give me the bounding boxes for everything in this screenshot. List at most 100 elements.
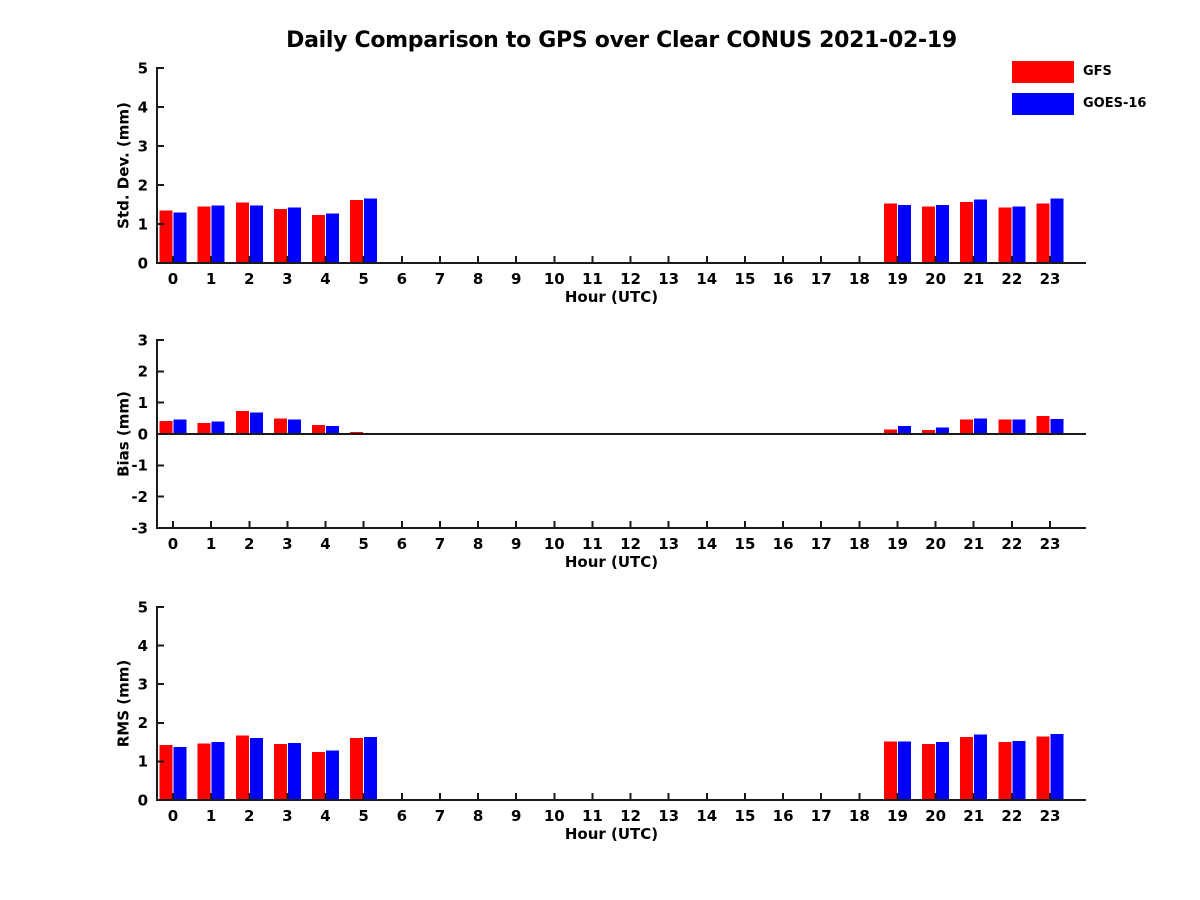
bar-goes16-h0 [173,419,187,434]
x-tick-label: 7 [435,807,445,825]
bar-gfs-h23 [1036,203,1050,263]
bar-gfs-h4 [312,751,325,801]
x-axis-label: Hour (UTC) [565,825,658,843]
legend-label-goes16: GOES-16 [1083,96,1147,111]
y-tick-label: -3 [131,519,148,537]
x-tick-label: 7 [435,270,445,288]
x-tick-label: 14 [696,807,717,825]
bar-gfs-h20 [922,206,936,263]
x-tick-label: 18 [849,807,870,825]
y-tick-label: 5 [138,59,148,77]
x-tick-label: 21 [963,807,984,825]
x-tick-label: 11 [582,270,603,288]
x-tick-label: 9 [511,535,521,553]
x-tick-label: 2 [244,535,254,553]
y-axis-label: Bias (mm) [114,391,132,477]
x-tick-label: 22 [1001,535,1022,553]
bar-goes16-h20 [936,427,950,434]
legend-item-goes16: GOES-16 [1012,92,1146,115]
bar-goes16-h2 [249,738,263,800]
legend-swatch-goes16 [1012,92,1074,115]
x-tick-label: 17 [811,807,832,825]
bar-goes16-h0 [173,747,187,800]
bar-gfs-h4 [312,425,325,434]
x-tick-label: 6 [397,807,407,825]
legend-label-gfs: GFS [1083,64,1112,79]
bar-goes16-h22 [1012,740,1026,800]
legend-swatch-gfs [1012,60,1074,83]
y-tick-label: 3 [138,331,148,349]
y-tick-label: 3 [138,675,148,693]
bar-goes16-h1 [211,742,225,800]
x-tick-label: 9 [511,270,521,288]
x-tick-label: 8 [473,270,483,288]
bar-gfs-h3 [273,744,287,800]
x-tick-label: 14 [696,535,717,553]
bar-goes16-h1 [211,205,225,263]
bar-gfs-h5 [350,738,364,800]
x-tick-label: 12 [620,807,641,825]
y-axis-label: Std. Dev. (mm) [114,102,132,229]
bar-goes16-h5 [364,737,378,800]
bar-goes16-h19 [898,426,911,434]
bar-gfs-h0 [159,210,173,263]
y-tick-label: 2 [138,176,148,194]
y-tick-label: 5 [138,598,148,616]
x-tick-label: 0 [168,270,178,288]
x-tick-label: 19 [887,270,908,288]
x-tick-label: 14 [696,270,717,288]
x-axis-label: Hour (UTC) [565,553,658,571]
x-tick-label: 23 [1040,535,1061,553]
x-axis-label: Hour (UTC) [565,288,658,306]
y-tick-label: 2 [138,363,148,381]
bar-goes16-h23 [1050,198,1064,263]
x-tick-label: 10 [544,535,565,553]
bar-gfs-h2 [235,202,249,263]
x-tick-label: 16 [773,270,794,288]
x-tick-label: 11 [582,535,603,553]
bar-goes16-h23 [1050,734,1064,800]
bar-goes16-h5 [364,433,378,434]
bar-gfs-h5 [350,199,364,263]
bar-gfs-h19 [884,203,897,263]
x-tick-label: 8 [473,807,483,825]
bar-gfs-h4 [312,215,325,263]
x-tick-label: 6 [397,535,407,553]
x-tick-label: 0 [168,807,178,825]
x-tick-label: 1 [206,270,216,288]
x-tick-label: 2 [244,270,254,288]
bar-gfs-h19 [884,429,897,434]
x-tick-label: 15 [735,270,756,288]
x-tick-label: 11 [582,807,603,825]
x-tick-label: 20 [925,807,946,825]
bar-goes16-h0 [173,212,187,263]
legend: GFS GOES-16 [1012,60,1146,124]
bar-gfs-h22 [998,419,1012,434]
bar-goes16-h21 [974,418,988,434]
x-tick-label: 5 [358,807,368,825]
x-tick-label: 23 [1040,270,1061,288]
bar-goes16-h19 [898,204,911,263]
x-tick-label: 4 [320,807,330,825]
bar-gfs-h22 [998,207,1012,263]
x-tick-label: 17 [811,270,832,288]
x-tick-label: 13 [658,270,679,288]
bar-goes16-h5 [364,198,378,263]
bar-gfs-h21 [960,201,974,263]
bar-gfs-h22 [998,742,1012,800]
bar-gfs-h2 [235,411,249,434]
x-tick-label: 17 [811,535,832,553]
x-tick-label: 2 [244,807,254,825]
bar-gfs-h3 [273,209,287,263]
bar-gfs-h21 [960,419,974,434]
x-tick-label: 18 [849,270,870,288]
y-tick-label: 0 [138,254,148,272]
x-tick-label: 5 [358,270,368,288]
x-tick-label: 10 [544,807,565,825]
bar-gfs-h1 [197,423,211,434]
x-tick-label: 3 [282,535,292,553]
bar-gfs-h2 [235,735,249,800]
x-tick-label: 19 [887,535,908,553]
